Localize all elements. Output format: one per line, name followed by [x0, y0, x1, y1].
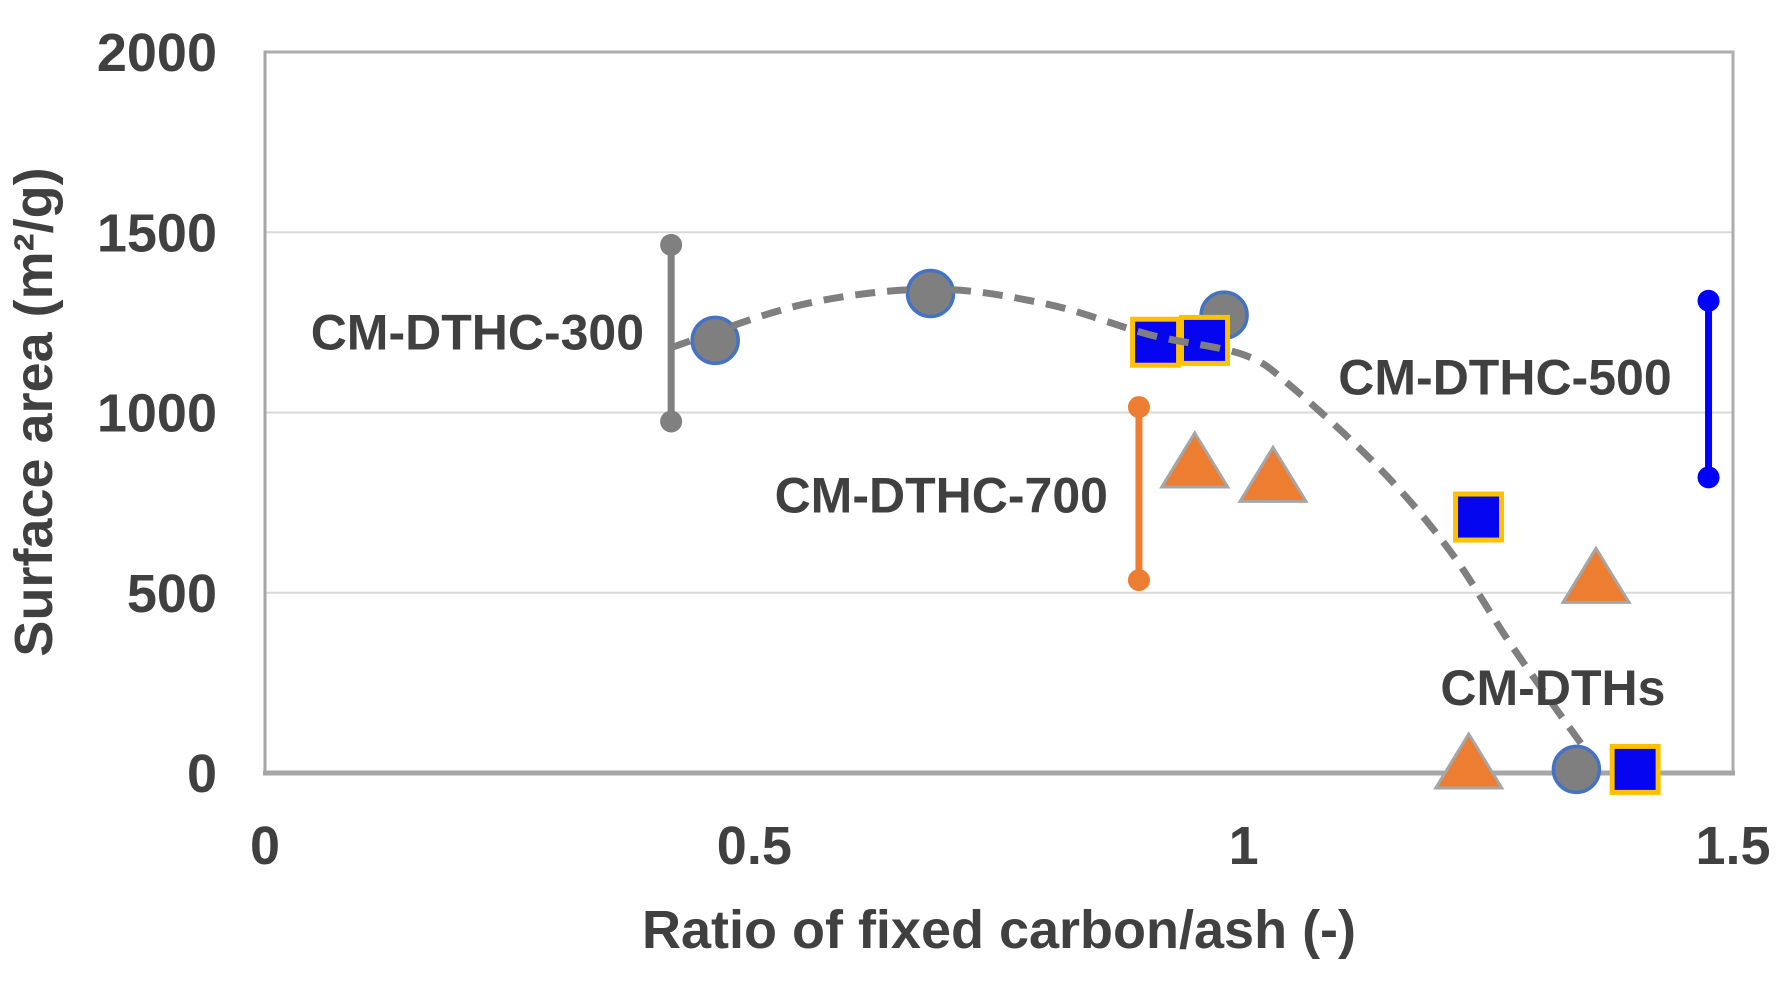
marker-orange-triangles: [1237, 444, 1309, 503]
trend-line: [670, 285, 1592, 756]
annotations: CM-DTHC-300 CM-DTHC-700 CM-DTHC-500 CM-DTHs: [311, 305, 1672, 716]
error-bars: [660, 233, 1720, 592]
error-bar-cap-bottom-CM-DTHC-700: [1127, 569, 1150, 592]
x-tick-label: 1: [1229, 816, 1259, 876]
error-bar-cap-top-CM-DTHC-300: [660, 233, 683, 256]
gridlines: [265, 231, 1733, 594]
marker-gray-circles: [690, 315, 740, 366]
error-bar-cap-bottom-CM-DTHC-500: [1697, 466, 1720, 489]
trend-curve: [670, 285, 1592, 756]
marker-gray-circles: [905, 268, 956, 319]
series-markers: [690, 268, 1661, 795]
marker-orange-triangles: [1433, 731, 1505, 790]
marker-blue-squares: [1179, 314, 1231, 366]
marker-blue-squares: [1453, 491, 1505, 543]
y-tick-label: 1500: [97, 203, 217, 263]
error-bar-cap-top-CM-DTHC-500: [1697, 289, 1720, 312]
annotation-label: CM-DTHs: [1440, 660, 1665, 716]
error-bar-cap-top-CM-DTHC-700: [1127, 396, 1150, 419]
marker-blue-squares: [1609, 743, 1661, 795]
x-tick-label: 1.5: [1695, 816, 1770, 876]
y-tick-label: 1000: [97, 384, 217, 444]
marker-orange-triangles: [1560, 545, 1632, 604]
error-bar-cap-bottom-CM-DTHC-300: [660, 410, 683, 433]
y-axis-title: Surface area (m²/g): [4, 167, 64, 656]
annotation-label: CM-DTHC-500: [1338, 349, 1671, 405]
y-tick-label: 500: [127, 564, 217, 624]
annotation-label: CM-DTHC-300: [311, 305, 644, 361]
y-tick-label: 2000: [97, 23, 217, 83]
x-tick-label: 0.5: [717, 816, 792, 876]
marker-orange-triangles: [1159, 430, 1231, 489]
marker-gray-circles: [1551, 744, 1602, 795]
x-tick-label: 0: [250, 816, 280, 876]
annotation-label: CM-DTHC-700: [775, 468, 1108, 524]
y-tick-label: 0: [187, 744, 217, 804]
x-axis-title: Ratio of fixed carbon/ash (-): [642, 900, 1356, 960]
axis-ticks: 0 500 1000 1500 2000 0 0.5 1 1.5: [97, 23, 1771, 876]
